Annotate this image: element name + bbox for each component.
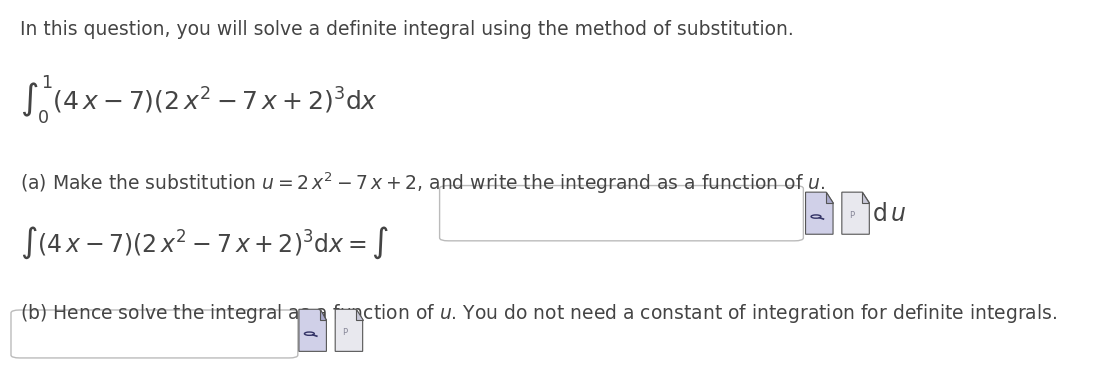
FancyBboxPatch shape: [440, 186, 803, 241]
Polygon shape: [335, 309, 363, 351]
Text: P: P: [342, 328, 347, 337]
Polygon shape: [863, 192, 869, 203]
Polygon shape: [356, 309, 363, 320]
Polygon shape: [826, 192, 833, 203]
FancyBboxPatch shape: [11, 310, 298, 358]
Text: P: P: [848, 211, 854, 220]
Polygon shape: [299, 309, 326, 351]
Text: $\mathrm{d}\,u$: $\mathrm{d}\,u$: [872, 202, 907, 226]
Polygon shape: [806, 192, 833, 234]
Polygon shape: [842, 192, 869, 234]
Text: In this question, you will solve a definite integral using the method of substit: In this question, you will solve a defin…: [20, 20, 793, 39]
Text: (b) Hence solve the integral as a function of $u$. You do not need a constant of: (b) Hence solve the integral as a functi…: [20, 302, 1057, 325]
Text: $\int_0^1 (4\,x-7)\left(2\,x^2-7\,x+2\right)^3\mathrm{d}x$: $\int_0^1 (4\,x-7)\left(2\,x^2-7\,x+2\ri…: [20, 73, 378, 126]
Text: (a) Make the substitution $u =2\,x^2 - 7\,x + 2$, and write the integrand as a f: (a) Make the substitution $u =2\,x^2 - 7…: [20, 170, 825, 196]
Polygon shape: [320, 309, 326, 320]
Text: $\int(4\,x-7)\left(2\,x^2-7\,x+2\right)^3\mathrm{d}x = \int$: $\int(4\,x-7)\left(2\,x^2-7\,x+2\right)^…: [20, 225, 389, 261]
